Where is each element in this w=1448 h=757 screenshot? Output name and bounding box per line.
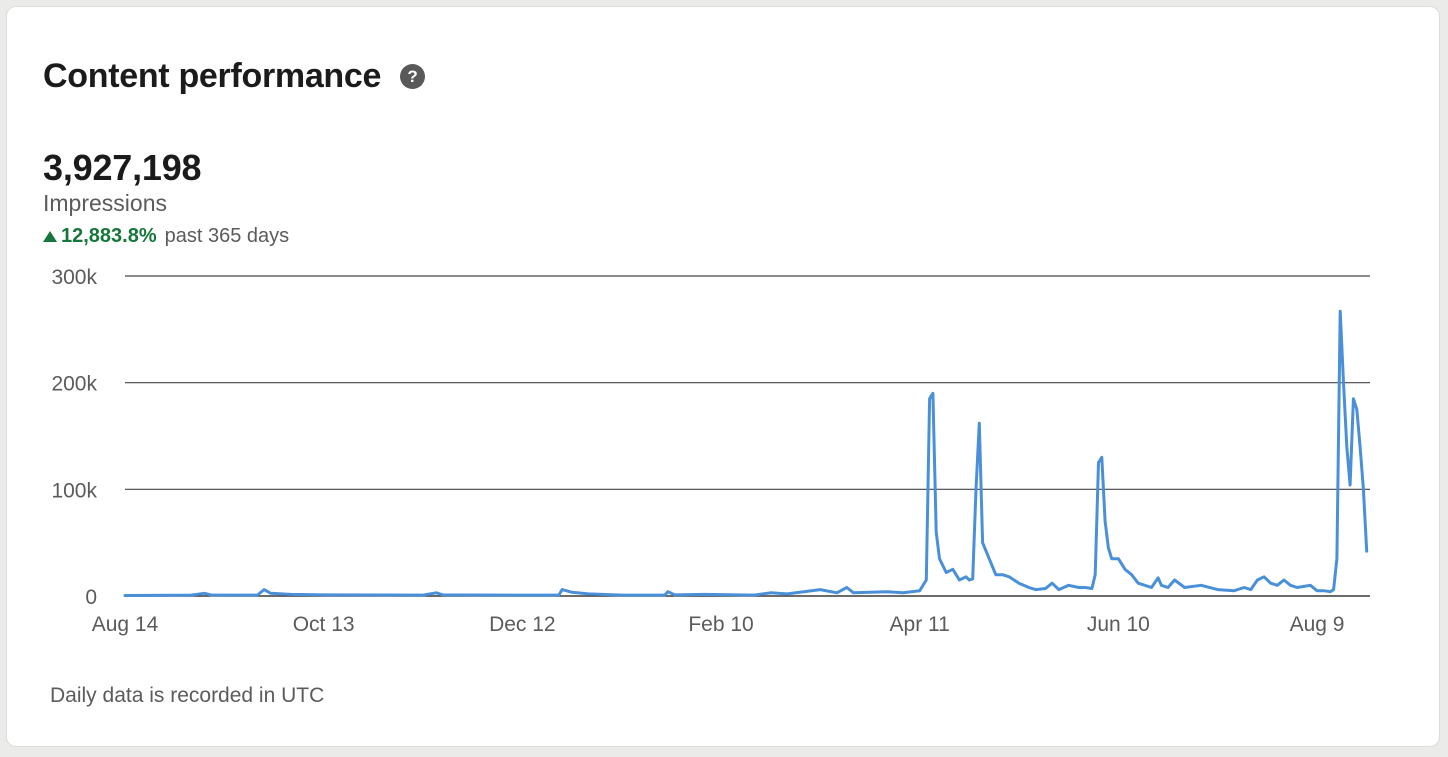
- x-tick-label: Aug 14: [92, 613, 159, 636]
- y-tick-label: 200k: [51, 373, 97, 396]
- x-tick-label: Jun 10: [1087, 613, 1150, 636]
- x-tick-label: Dec 12: [489, 613, 556, 636]
- y-tick-label: 100k: [51, 479, 97, 502]
- change-period: past 365 days: [164, 225, 290, 247]
- x-tick-label: Oct 13: [293, 613, 355, 636]
- y-tick-label: 300k: [51, 266, 97, 289]
- card-header: Content performance ?: [43, 57, 426, 96]
- x-tick-label: Apr 11: [890, 613, 950, 636]
- change-percentage: 12,883.8%: [61, 225, 157, 247]
- impressions-series-line: [123, 309, 1369, 597]
- x-tick-label: Feb 10: [688, 613, 753, 636]
- help-circle-icon[interactable]: ?: [400, 64, 426, 89]
- y-tick-label: 0: [85, 586, 97, 609]
- impressions-value: 3,927,198: [43, 147, 202, 188]
- change-indicator: 12,883.8% past 365 days: [43, 225, 289, 248]
- impressions-label: Impressions: [43, 190, 167, 216]
- content-performance-card: Content performance ? 3,927,198 Impressi…: [6, 6, 1440, 747]
- triangle-up-icon: [43, 231, 57, 242]
- card-title: Content performance: [43, 57, 382, 95]
- x-tick-label: Aug 9: [1290, 613, 1345, 636]
- utc-footnote: Daily data is recorded in UTC: [50, 684, 325, 707]
